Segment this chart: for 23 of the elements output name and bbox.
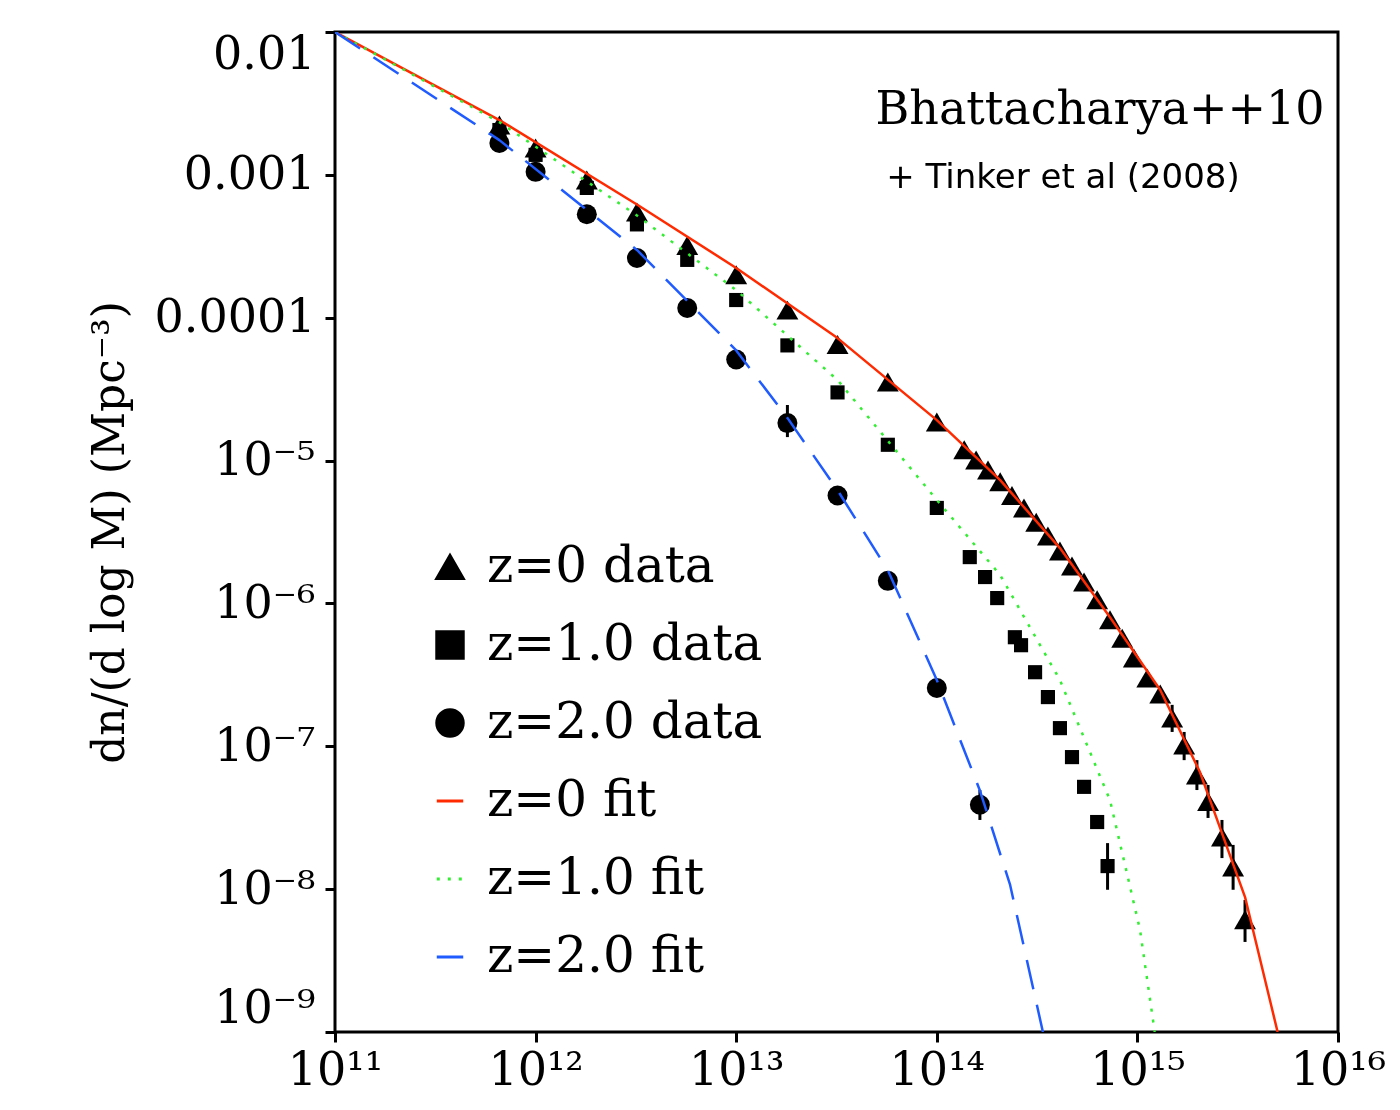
x-tick-label: 10¹⁵ bbox=[1090, 1041, 1186, 1096]
x-tick-label: 10¹³ bbox=[688, 1041, 785, 1096]
y-tick-label: 10⁻⁸ bbox=[214, 860, 316, 915]
y-tick-label: 10⁻⁷ bbox=[214, 717, 316, 772]
legend-label: z=0 fit bbox=[487, 770, 657, 828]
legend-label: z=0 data bbox=[487, 536, 715, 594]
legend-label: z=2.0 data bbox=[487, 692, 763, 750]
x-tick-label: 10¹⁴ bbox=[889, 1041, 986, 1096]
y-tick-label: 10⁻⁶ bbox=[214, 574, 316, 629]
x-tick-label: 10¹¹ bbox=[287, 1041, 384, 1096]
y-tick-label: 10⁻⁵ bbox=[214, 432, 316, 487]
legend-label: z=2.0 fit bbox=[487, 926, 705, 984]
legend-label: z=1.0 fit bbox=[487, 848, 705, 906]
y-tick-label: 0.01 bbox=[213, 25, 316, 80]
y-tick-label: 0.0001 bbox=[154, 289, 316, 344]
annotation: + Tinker et al (2008) bbox=[886, 156, 1240, 196]
x-tick-label: 10¹² bbox=[488, 1041, 584, 1096]
x-tick-label: 10¹⁶ bbox=[1290, 1041, 1387, 1096]
y-tick-label: 10⁻⁹ bbox=[214, 979, 316, 1034]
y-tick-label: 0.001 bbox=[183, 146, 316, 201]
y-axis-title: dn/(d log M) (Mpc⁻³) bbox=[82, 301, 134, 764]
legend-label: z=1.0 data bbox=[487, 614, 763, 672]
annotation: Bhattacharya++10 bbox=[875, 81, 1325, 135]
